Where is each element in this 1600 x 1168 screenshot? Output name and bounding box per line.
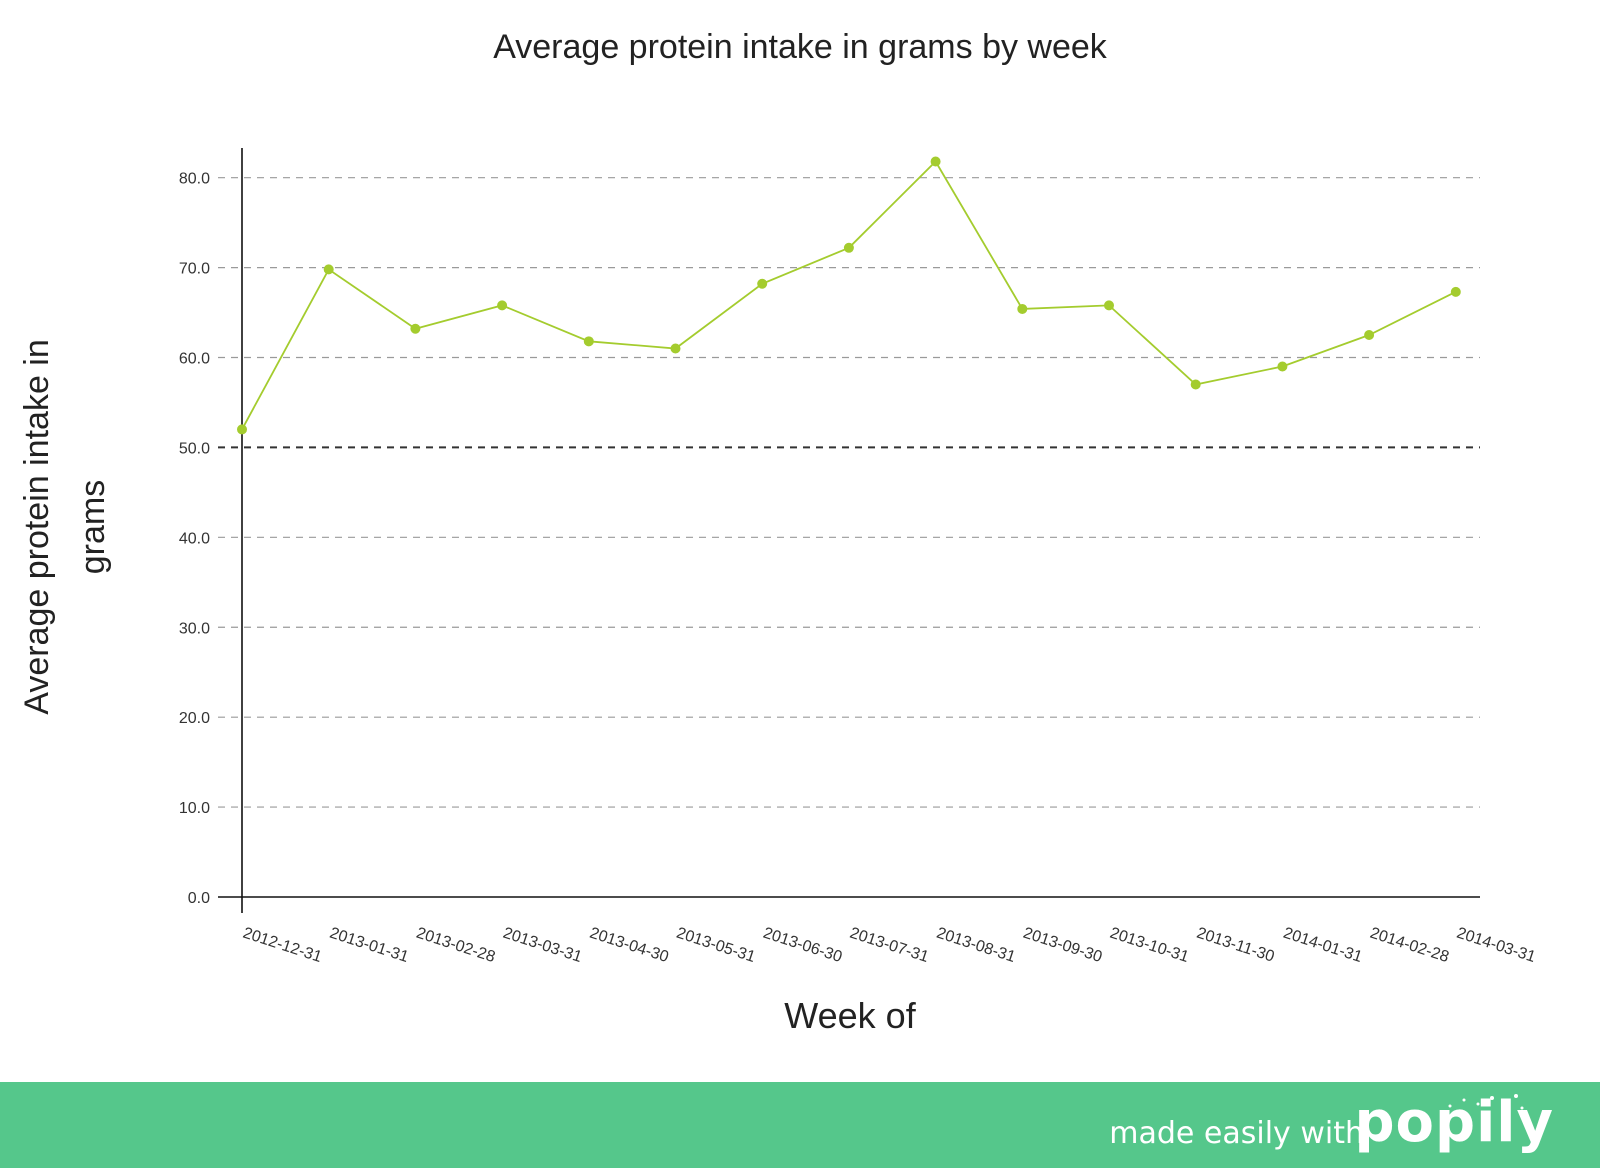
chart: Average protein intake in grams by week … [18,28,1538,1036]
data-point[interactable] [237,424,247,435]
x-tick-label: 2013-06-30 [761,925,844,966]
series-line [241,160,1457,430]
y-tick-label: 0.0 [188,890,210,907]
axes [218,148,1480,913]
x-tick-label: 2013-09-30 [1021,925,1104,966]
footer-banner: made easily with popily [0,1082,1600,1168]
x-tick-label: 2013-05-31 [674,925,757,966]
chart-title: Average protein intake in grams by week [493,28,1108,66]
y-tick-label: 30.0 [179,620,210,637]
data-point[interactable] [1104,300,1114,311]
x-tick-label: 2013-07-31 [848,925,931,966]
x-tick-label: 2013-02-28 [414,925,497,966]
data-point[interactable] [757,278,768,289]
y-tick-label: 20.0 [179,710,210,727]
data-point[interactable] [1190,379,1201,390]
data-point[interactable] [1017,303,1028,314]
x-axis-label: Week of [784,995,916,1036]
x-tick-label: 2013-08-31 [934,925,1017,966]
data-point[interactable] [843,242,854,253]
x-tick-labels: 2012-12-31 2013-01-31 2013-02-28 2013-03-31… [241,925,1538,966]
data-point[interactable] [323,264,334,275]
data-point[interactable] [1277,361,1288,372]
grid-lines [218,177,1480,808]
x-tick-label: 2014-01-31 [1281,925,1364,966]
x-tick-label: 2014-02-28 [1368,925,1451,966]
chart-svg: Average protein intake in grams by week … [18,28,1538,1036]
x-tick-label: 2014-03-31 [1455,925,1538,966]
y-tick-label: 10.0 [179,800,210,817]
sparkle-icon [1448,1094,1524,1110]
data-point[interactable] [410,323,421,334]
footer-text: made easily with [1109,1116,1364,1151]
y-tick-label: 50.0 [179,440,210,457]
data-point[interactable] [497,300,508,311]
x-tick-label: 2013-03-31 [501,925,584,966]
series [237,156,1461,435]
x-tick-label: 2013-11-30 [1194,925,1276,966]
y-tick-label: 80.0 [179,171,210,188]
y-tick-label: 70.0 [179,261,210,278]
popily-logo[interactable]: popily [1354,1090,1554,1155]
y-tick-labels: 0.0 10.0 20.0 30.0 40.0 50.0 60.0 70.0 80.0 [179,171,210,907]
x-tick-label: 2013-01-31 [327,925,410,966]
y-tick-label: 40.0 [179,530,210,547]
x-tick-label: 2013-10-31 [1108,925,1191,966]
data-point[interactable] [583,336,594,347]
y-axis-label: Average protein intake in grams [18,339,112,715]
x-tick-label: 2013-04-30 [588,925,671,966]
x-tick-label: 2012-12-31 [241,925,324,966]
data-point[interactable] [1364,330,1375,341]
data-point[interactable] [670,343,681,354]
data-point[interactable] [930,156,941,167]
data-point[interactable] [1450,286,1461,297]
y-tick-label: 60.0 [179,351,210,368]
